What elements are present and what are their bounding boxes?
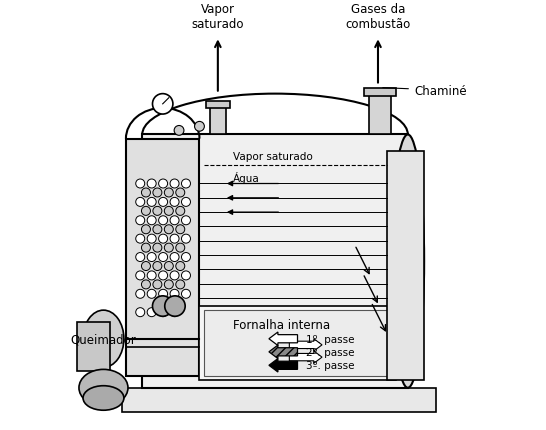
Circle shape [136,271,145,280]
Circle shape [176,280,185,289]
Circle shape [181,216,191,225]
Text: Gases da
combustão: Gases da combustão [346,3,411,31]
Circle shape [159,308,168,317]
Circle shape [153,225,162,234]
Circle shape [136,308,145,317]
FancyBboxPatch shape [206,101,230,109]
Circle shape [164,262,173,271]
Text: Fornalha interna: Fornalha interna [233,318,330,331]
Ellipse shape [83,310,124,368]
Circle shape [141,243,151,252]
Text: Chaminé: Chaminé [383,84,467,98]
Circle shape [159,271,168,280]
Circle shape [152,95,173,115]
FancyBboxPatch shape [369,95,391,135]
Circle shape [147,308,156,317]
Circle shape [159,253,168,262]
Ellipse shape [391,135,424,388]
Circle shape [164,188,173,197]
FancyArrow shape [269,359,298,372]
Circle shape [176,188,185,197]
Circle shape [159,235,168,243]
FancyArrow shape [289,339,322,351]
Circle shape [141,262,151,271]
Circle shape [147,290,156,298]
Circle shape [170,308,179,317]
Circle shape [176,262,185,271]
FancyArrow shape [289,351,322,363]
Circle shape [147,253,156,262]
Circle shape [181,271,191,280]
Text: 3º. passe: 3º. passe [306,360,354,370]
FancyBboxPatch shape [210,107,226,135]
Circle shape [147,235,156,243]
Circle shape [164,243,173,252]
FancyBboxPatch shape [199,306,395,380]
Ellipse shape [79,369,128,406]
Circle shape [147,180,156,188]
Circle shape [170,290,179,298]
Text: Vapor
saturado: Vapor saturado [192,3,244,31]
Text: Vapor saturado: Vapor saturado [233,152,313,162]
Circle shape [170,253,179,262]
Circle shape [159,198,168,207]
Circle shape [181,253,191,262]
Circle shape [141,207,151,216]
Circle shape [164,207,173,216]
Circle shape [170,235,179,243]
Circle shape [170,216,179,225]
Circle shape [141,280,151,289]
Circle shape [181,180,191,188]
Circle shape [153,262,162,271]
Circle shape [136,180,145,188]
Circle shape [174,126,184,136]
Circle shape [153,280,162,289]
Circle shape [141,225,151,234]
FancyBboxPatch shape [143,135,408,388]
Circle shape [159,290,168,298]
Circle shape [170,271,179,280]
Circle shape [176,225,185,234]
FancyBboxPatch shape [204,310,391,376]
Circle shape [141,188,151,197]
FancyBboxPatch shape [126,139,199,376]
FancyBboxPatch shape [364,89,396,96]
Circle shape [152,296,173,316]
Circle shape [136,253,145,262]
FancyBboxPatch shape [122,388,436,412]
Circle shape [136,198,145,207]
Circle shape [136,216,145,225]
Circle shape [164,280,173,289]
Ellipse shape [83,386,124,410]
FancyArrow shape [269,345,298,359]
Circle shape [153,243,162,252]
Circle shape [164,225,173,234]
Circle shape [181,235,191,243]
Circle shape [176,243,185,252]
Circle shape [165,296,185,316]
Circle shape [159,216,168,225]
Circle shape [170,198,179,207]
Circle shape [147,216,156,225]
FancyBboxPatch shape [77,322,110,372]
Circle shape [136,290,145,298]
Circle shape [170,180,179,188]
Circle shape [147,198,156,207]
Circle shape [153,207,162,216]
Circle shape [136,235,145,243]
Circle shape [194,122,204,132]
Text: 2º. passe: 2º. passe [306,347,354,357]
Text: 1º. passe: 1º. passe [306,334,354,344]
Circle shape [176,207,185,216]
FancyArrow shape [269,332,298,346]
Text: Água: Água [233,172,260,184]
Circle shape [181,198,191,207]
FancyBboxPatch shape [387,151,424,380]
Circle shape [153,188,162,197]
Circle shape [147,271,156,280]
Text: Queimador: Queimador [70,332,136,345]
Circle shape [159,180,168,188]
Circle shape [181,290,191,298]
